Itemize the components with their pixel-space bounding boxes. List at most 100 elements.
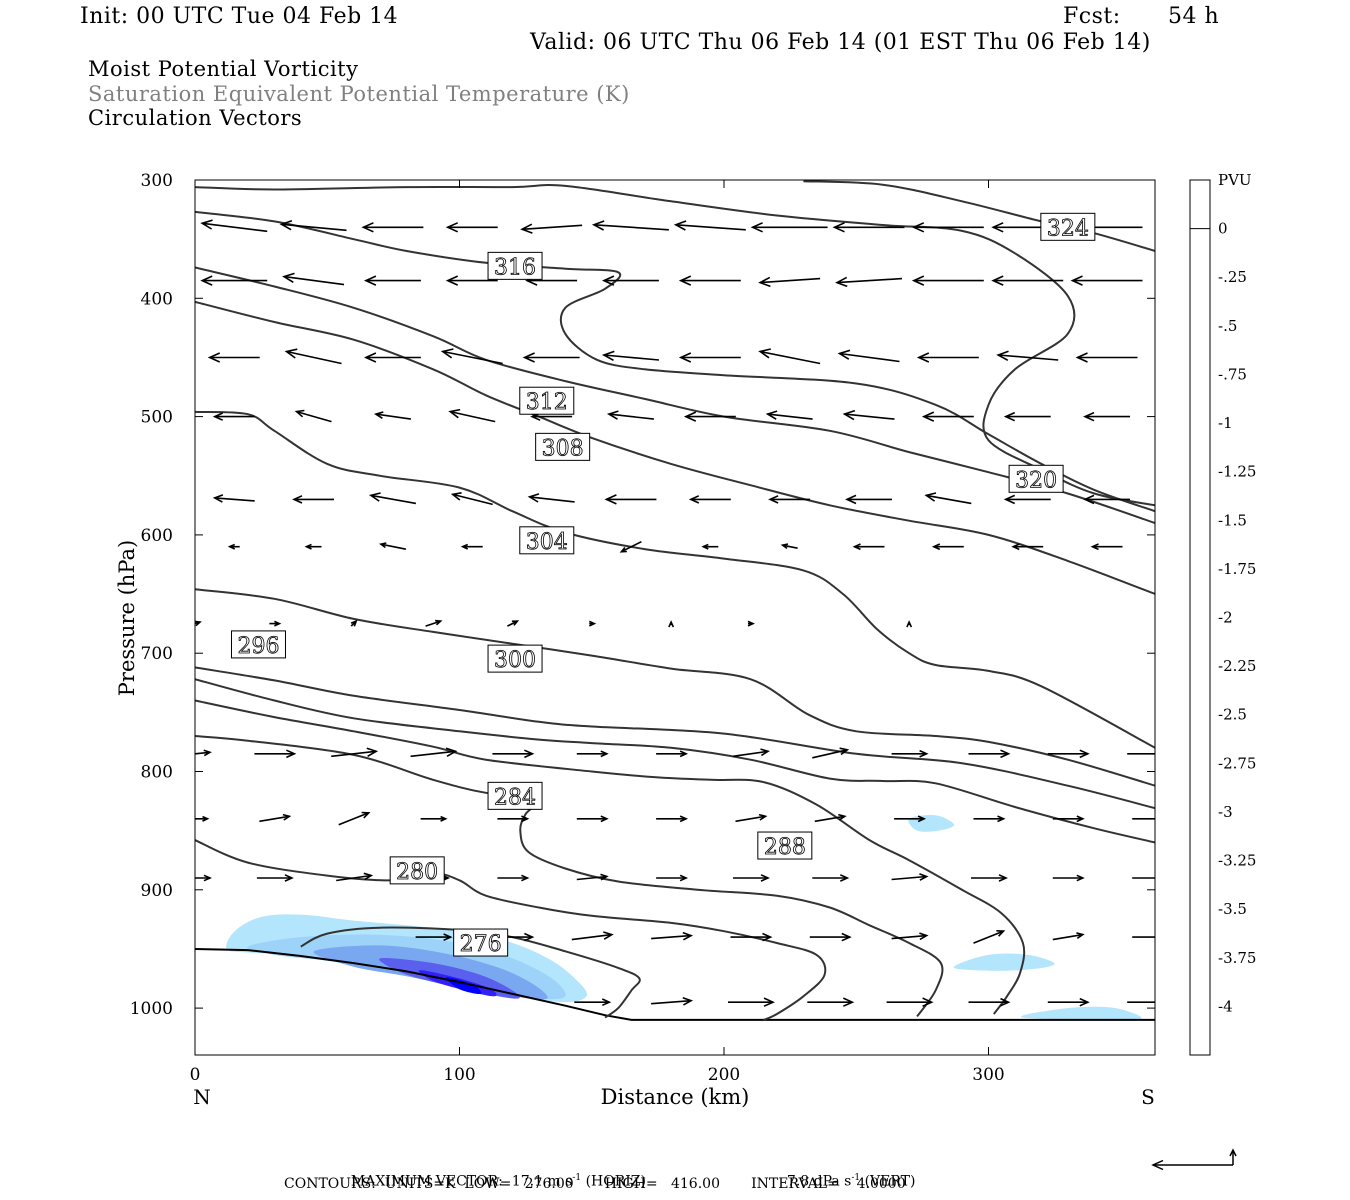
colorbar-label: -3.75	[1218, 949, 1256, 967]
contour-label-box	[487, 644, 543, 673]
title-vectors: Circulation Vectors	[88, 106, 303, 130]
vector-arrow	[507, 620, 520, 627]
vector-head	[366, 747, 379, 757]
contour-label-box	[487, 251, 543, 280]
contour-label-box	[389, 856, 445, 885]
vector-arrow	[683, 411, 736, 422]
vector-arrow	[331, 747, 379, 758]
vector-arrow	[812, 747, 850, 759]
vector-shaft	[926, 494, 972, 505]
vector-arrow	[911, 275, 984, 286]
vector-head	[1003, 494, 1016, 505]
vector-arrow	[588, 620, 597, 627]
vector-arrow	[678, 275, 741, 286]
vector-arrow	[368, 492, 417, 505]
contour-label-312: 312	[519, 386, 575, 416]
colorbar-label: -1	[1218, 414, 1233, 432]
vector-arrow	[363, 352, 421, 363]
vector-head	[837, 349, 851, 360]
vector-head	[284, 348, 298, 359]
max-vector-line: MAXIMUM VECTOR: 17.1 m s-1 (HORIZ)	[342, 1157, 646, 1190]
vector-head	[911, 275, 925, 286]
vector-head	[852, 543, 861, 551]
vector-head	[600, 750, 609, 758]
vector-head	[601, 350, 615, 362]
vector-head	[212, 412, 224, 421]
vector-arrow	[212, 494, 255, 503]
vector-arrow	[1127, 1001, 1155, 1004]
theta-es-contour-276	[300, 926, 641, 1019]
vector-head	[758, 813, 768, 821]
colorbar-frame	[1189, 179, 1211, 1056]
vector-shaft	[425, 620, 441, 627]
contour-label-296: 296	[230, 630, 286, 659]
vector-arrow	[968, 749, 1011, 759]
vector-arrow	[688, 495, 731, 504]
plot-frame	[194, 179, 1156, 1056]
theta-es-contour-284	[195, 735, 944, 1017]
colorbar-label: -.5	[1218, 317, 1237, 335]
vector-head	[758, 348, 771, 359]
vector-head	[350, 619, 358, 627]
x-end-label-south: S	[1141, 1085, 1155, 1109]
vector-arrow	[1151, 1159, 1233, 1171]
vector-arrow	[445, 275, 498, 286]
vector-arrow	[891, 932, 929, 941]
vector-head	[996, 350, 1009, 362]
vector-shaft	[442, 350, 503, 365]
vector-shaft	[331, 750, 377, 758]
vector-arrow	[812, 874, 850, 882]
vector-head	[600, 873, 609, 881]
vector-arrow	[651, 931, 694, 941]
vector-arrow	[673, 220, 746, 231]
contour-label-324: 324	[1040, 212, 1096, 242]
vector-head	[919, 932, 929, 941]
contour-label-box	[757, 831, 813, 860]
vector-arrow	[852, 543, 885, 551]
vector-head	[842, 409, 856, 421]
vector-head	[619, 546, 627, 553]
vector-arrow	[227, 543, 240, 550]
vector-head	[1090, 543, 1099, 551]
vector-head	[603, 931, 614, 940]
vector-head	[763, 997, 775, 1007]
y-tick-label: 800	[141, 763, 173, 783]
vector-shaft	[375, 413, 412, 420]
vector-arrow	[780, 543, 798, 550]
vector-shaft	[836, 277, 903, 284]
vector-arrow	[425, 619, 443, 627]
vector-arrow	[497, 815, 530, 823]
vector-arrow	[195, 815, 210, 822]
vector-arrow	[1075, 352, 1138, 363]
colorbar-label: -.25	[1218, 268, 1247, 286]
vector-head	[294, 409, 305, 418]
vector-arrow	[1132, 817, 1155, 820]
vector-head	[207, 352, 221, 363]
vector-arrow	[832, 222, 905, 233]
vector-arrow	[668, 620, 675, 628]
vector-head	[373, 411, 384, 419]
vector-head	[668, 620, 675, 628]
mpv-shade-region	[1020, 1006, 1142, 1021]
vector-head	[279, 220, 293, 231]
colorbar-label: -2.25	[1218, 657, 1256, 675]
vector-shaft	[603, 354, 659, 361]
contour-label-box	[519, 526, 575, 555]
colorbar-label: -2.75	[1218, 754, 1256, 772]
colorbar-label: 0	[1218, 220, 1228, 238]
vector-shaft	[735, 815, 766, 823]
colorbar-label: -1.75	[1218, 560, 1256, 578]
contour-label-box	[487, 781, 543, 810]
vector-arrow	[200, 275, 268, 286]
vector-arrow	[973, 815, 1006, 823]
vector-arrow	[420, 815, 448, 822]
mpv-shade-region	[953, 953, 1055, 971]
vector-head	[200, 275, 213, 286]
vector-arrow	[968, 997, 1011, 1007]
vector-head	[522, 352, 535, 363]
vector-arrow	[576, 873, 609, 881]
vector-head	[924, 492, 937, 502]
vector-head	[762, 932, 773, 942]
vector-arrow	[606, 410, 654, 420]
vector-head	[765, 410, 778, 420]
